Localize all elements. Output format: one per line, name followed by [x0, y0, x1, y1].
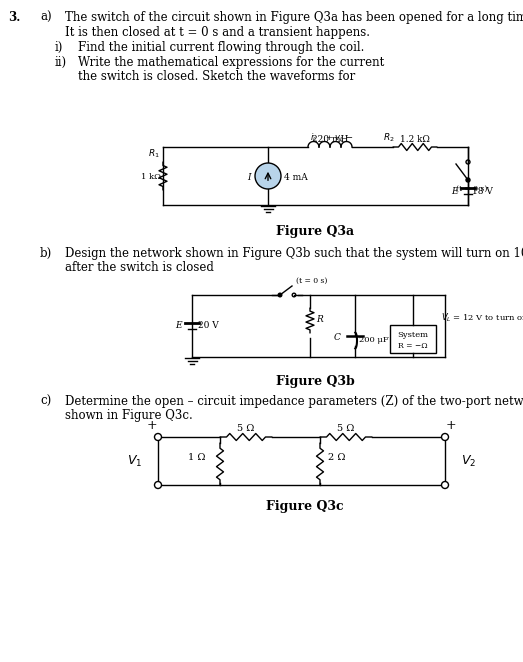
Text: E: E	[451, 187, 458, 195]
Text: ii): ii)	[55, 56, 67, 69]
Circle shape	[278, 293, 282, 297]
Text: 3.: 3.	[8, 11, 20, 24]
Text: shown in Figure Q3c.: shown in Figure Q3c.	[65, 409, 193, 422]
Text: R: R	[316, 316, 323, 324]
Text: 1.2 kΩ: 1.2 kΩ	[400, 135, 430, 144]
Text: $i_L$: $i_L$	[310, 132, 317, 144]
Text: System: System	[397, 331, 428, 339]
Text: 5 Ω: 5 Ω	[337, 424, 355, 433]
Text: 4 mA: 4 mA	[284, 173, 308, 181]
Text: 200 μF: 200 μF	[359, 336, 389, 344]
Text: 2 Ω: 2 Ω	[328, 453, 346, 463]
Circle shape	[466, 178, 470, 182]
Text: C: C	[334, 334, 341, 342]
Text: b): b)	[40, 247, 52, 260]
Text: Design the network shown in Figure Q3b such that the system will turn on 10 s: Design the network shown in Figure Q3b s…	[65, 247, 523, 260]
Text: 1 kΩ: 1 kΩ	[141, 173, 161, 181]
Text: c): c)	[40, 395, 51, 408]
Text: I: I	[247, 173, 251, 181]
Text: after the switch is closed: after the switch is closed	[65, 261, 214, 274]
Text: i): i)	[55, 41, 63, 54]
Text: a): a)	[40, 11, 52, 24]
Circle shape	[441, 434, 449, 440]
Text: Find the initial current flowing through the coil.: Find the initial current flowing through…	[78, 41, 365, 54]
Circle shape	[154, 434, 162, 440]
Text: +: +	[146, 419, 157, 432]
Circle shape	[255, 163, 281, 189]
Text: Figure Q3c: Figure Q3c	[266, 500, 344, 513]
Bar	[390, 325, 436, 353]
Text: +: +	[446, 419, 456, 432]
Text: 20 V: 20 V	[198, 322, 219, 330]
Text: 5 Ω: 5 Ω	[237, 424, 255, 433]
Text: Figure Q3a: Figure Q3a	[276, 225, 354, 238]
Text: Write the mathematical expressions for the current: Write the mathematical expressions for t…	[78, 56, 388, 69]
Text: 18 V: 18 V	[472, 187, 493, 195]
Text: $R_2$: $R_2$	[383, 132, 395, 144]
Text: (t = 0 s): (t = 0 s)	[296, 277, 327, 285]
Text: R = −Ω: R = −Ω	[398, 342, 428, 350]
Text: Figure Q3b: Figure Q3b	[276, 375, 355, 388]
Text: E: E	[175, 322, 182, 330]
Text: + $v_L$ −: + $v_L$ −	[325, 134, 354, 144]
Text: It is then closed at t = 0 s and a transient happens.: It is then closed at t = 0 s and a trans…	[65, 26, 370, 39]
Circle shape	[441, 481, 449, 489]
Text: The switch of the circuit shown in Figure Q3a has been opened for a long time.: The switch of the circuit shown in Figur…	[65, 11, 523, 24]
Circle shape	[154, 481, 162, 489]
Text: 220 mH: 220 mH	[312, 135, 348, 144]
Text: the switch is closed. Sketch the waveforms for: the switch is closed. Sketch the wavefor…	[78, 70, 359, 83]
Text: Determine the open – circuit impedance parameters (Z) of the two-port network: Determine the open – circuit impedance p…	[65, 395, 523, 408]
Text: $V_L$ = 12 V to turn on: $V_L$ = 12 V to turn on	[441, 312, 523, 324]
Text: $R_1$: $R_1$	[148, 148, 160, 160]
Text: (t = 0 s): (t = 0 s)	[456, 185, 487, 193]
Text: $V_2$: $V_2$	[461, 453, 476, 469]
Text: 1 Ω: 1 Ω	[188, 453, 206, 463]
Text: $V_1$: $V_1$	[127, 453, 142, 469]
